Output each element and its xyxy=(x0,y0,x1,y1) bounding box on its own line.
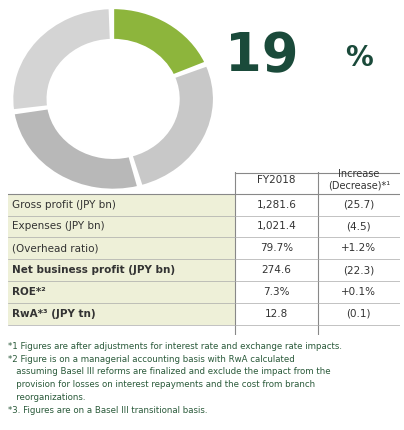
Wedge shape xyxy=(12,8,111,110)
Text: RwA*³ (JPY tn): RwA*³ (JPY tn) xyxy=(12,309,96,319)
Text: Expenses (JPY bn): Expenses (JPY bn) xyxy=(12,221,105,231)
Text: Gross profit (JPY bn): Gross profit (JPY bn) xyxy=(12,200,116,210)
Text: *3. Figures are on a Basel III transitional basis.: *3. Figures are on a Basel III transitio… xyxy=(8,406,208,415)
Text: (Overhead ratio): (Overhead ratio) xyxy=(12,243,99,253)
Text: Increase
(Decrease)*¹: Increase (Decrease)*¹ xyxy=(328,169,390,190)
Text: Net business profit (JPY bn): Net business profit (JPY bn) xyxy=(12,265,175,275)
Text: 7.3%: 7.3% xyxy=(263,287,290,297)
Text: 274.6: 274.6 xyxy=(261,265,291,275)
Text: FY2018: FY2018 xyxy=(257,175,296,184)
Text: (4.5): (4.5) xyxy=(347,221,371,231)
Text: (25.7): (25.7) xyxy=(343,200,375,210)
Text: reorganizations.: reorganizations. xyxy=(8,393,86,402)
Text: provision for losses on interest repayments and the cost from branch: provision for losses on interest repayme… xyxy=(8,381,315,389)
Text: 79.7%: 79.7% xyxy=(260,243,293,253)
Wedge shape xyxy=(132,65,214,186)
Text: 12.8: 12.8 xyxy=(265,309,288,319)
Text: *1 Figures are after adjustments for interest rate and exchange rate impacts.: *1 Figures are after adjustments for int… xyxy=(8,342,342,350)
FancyBboxPatch shape xyxy=(8,303,236,325)
Text: %: % xyxy=(345,44,373,72)
FancyBboxPatch shape xyxy=(8,259,236,281)
Wedge shape xyxy=(113,8,206,75)
Text: *2 Figure is on a managerial accounting basis with RwA calculated: *2 Figure is on a managerial accounting … xyxy=(8,355,295,363)
Text: assuming Basel III reforms are finalized and exclude the impact from the: assuming Basel III reforms are finalized… xyxy=(8,368,331,376)
FancyBboxPatch shape xyxy=(8,194,236,215)
Text: (22.3): (22.3) xyxy=(343,265,375,275)
Text: +0.1%: +0.1% xyxy=(341,287,376,297)
Text: 1,281.6: 1,281.6 xyxy=(257,200,297,210)
Text: +1.2%: +1.2% xyxy=(341,243,377,253)
Text: 1,021.4: 1,021.4 xyxy=(257,221,297,231)
FancyBboxPatch shape xyxy=(8,215,236,237)
Text: ROE*²: ROE*² xyxy=(12,287,46,297)
Text: 19: 19 xyxy=(225,30,299,82)
FancyBboxPatch shape xyxy=(8,281,236,303)
Text: (0.1): (0.1) xyxy=(347,309,371,319)
FancyBboxPatch shape xyxy=(8,237,236,259)
Wedge shape xyxy=(14,108,138,190)
